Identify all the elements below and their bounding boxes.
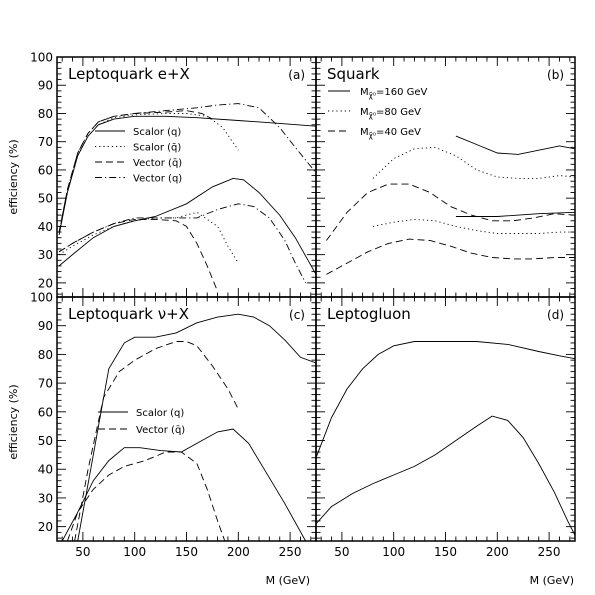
panel-title-b: Squark [327, 65, 380, 83]
x-axis-label-right: M (GeV) [530, 574, 574, 587]
series-line-b-3 [326, 183, 575, 241]
series-line-a-1 [58, 115, 316, 235]
legend-b: Mχ̃⁰=160 GeV Mχ̃⁰=80 GeV Mχ̃⁰=40 GeV [328, 87, 428, 140]
y-tick-label-c-60: 60 [38, 405, 53, 419]
plot-frame-b [315, 56, 576, 298]
y-tick-label-a-30: 30 [38, 248, 53, 262]
legend-label-a-2: Scalor (q̄) [133, 143, 181, 154]
series-line-d-2 [316, 415, 575, 536]
y-tick-label-c-30: 30 [38, 491, 53, 505]
series-line-b-2 [372, 146, 575, 179]
y-tick-label-a-50: 50 [38, 192, 53, 206]
series-line-a-8 [58, 203, 306, 284]
legend-c: Scalor (q) Vector (q̄) [98, 408, 185, 436]
panel-title-d: Leptogluon [327, 305, 411, 323]
panel-d: 50 100 150 200 250 Leptogluon (d) [315, 296, 576, 559]
panel-title-c: Leptoquark ν+X [68, 305, 189, 323]
y-tick-label-c-50: 50 [38, 434, 53, 448]
legend-a: Scalor (q) Scalor (q̄) Vector (q̄) Vector (… [95, 127, 182, 185]
y-axis-label-bottom: efficiency (%) [7, 384, 20, 459]
panel-b: Squark (b) Mχ̃⁰=160 GeV Mχ̃⁰=80 GeV Mχ̃⁰=40 … [315, 56, 576, 298]
panel-label-d: (d) [547, 308, 564, 322]
series-line-a-6 [58, 211, 239, 264]
panel-label-c: (c) [289, 308, 305, 322]
x-tick-label-c-200: 200 [227, 545, 250, 559]
x-tick-label-c-50: 50 [75, 545, 90, 559]
x-tick-label-d-250: 250 [538, 545, 561, 559]
legend-label-c-2: Vector (q̄) [136, 425, 185, 436]
series-line-a-3 [58, 110, 213, 233]
x-tick-label-c-150: 150 [175, 545, 198, 559]
panel-label-b: (b) [547, 68, 564, 82]
y-tick-label-c-20: 20 [38, 520, 53, 534]
y-tick-label-c-70: 70 [38, 377, 53, 391]
legend-label-a-4: Vector (q) [133, 174, 182, 185]
series-line-c-2 [74, 341, 239, 541]
series-line-b-5 [372, 218, 575, 234]
plot-frame-a [56, 56, 317, 298]
y-tick-label-a-70: 70 [38, 135, 53, 149]
x-tick-label-d-100: 100 [382, 545, 405, 559]
x-axis-label-left: M (GeV) [266, 574, 310, 587]
series-group-d [316, 341, 575, 536]
y-tick-label-a-80: 80 [38, 107, 53, 121]
series-line-b-4 [455, 211, 575, 217]
y-tick-label-c-40: 40 [38, 463, 53, 477]
legend-label-c-1: Scalor (q) [136, 408, 184, 419]
series-line-a-7 [58, 218, 219, 292]
panel-label-a: (a) [288, 68, 305, 82]
y-tick-label-c-90: 90 [38, 319, 53, 333]
y-tick-label-c-100: 100 [30, 291, 53, 305]
series-group-a [58, 103, 316, 292]
x-tick-label-c-100: 100 [123, 545, 146, 559]
series-group-b [326, 135, 575, 275]
legend-label-b-2: Mχ̃⁰=80 GeV [360, 107, 421, 120]
legend-label-a-1: Scalor (q) [133, 127, 181, 138]
x-tick-label-d-200: 200 [486, 545, 509, 559]
series-line-c-4 [66, 451, 226, 541]
legend-label-a-3: Vector (q̄) [133, 158, 182, 169]
y-tick-label-a-40: 40 [38, 220, 53, 234]
plot-frame-d [315, 296, 576, 542]
panels-layer: 20 30 40 50 60 70 80 90 100 Leptoquark e+X (a) Scal… [30, 51, 576, 559]
panel-a: 20 30 40 50 60 70 80 90 100 Leptoquark e+X (a) Scal… [30, 51, 317, 298]
legend-label-b-1: Mχ̃⁰=160 GeV [360, 87, 428, 100]
series-line-a-2 [58, 113, 239, 233]
y-tick-label-c-80: 80 [38, 348, 53, 362]
y-tick-label-a-20: 20 [38, 276, 53, 290]
series-line-b-1 [455, 135, 575, 155]
panel-title-a: Leptoquark e+X [68, 65, 190, 83]
y-tick-label-a-90: 90 [38, 79, 53, 93]
series-line-d-1 [316, 341, 575, 458]
series-group-c [61, 313, 316, 541]
y-tick-label-a-100: 100 [30, 51, 53, 65]
y-tick-label-a-60: 60 [38, 163, 53, 177]
series-line-b-6 [326, 238, 575, 275]
legend-label-b-3: Mχ̃⁰=40 GeV [360, 127, 421, 140]
x-tick-label-d-50: 50 [334, 545, 349, 559]
series-line-c-1 [77, 313, 316, 541]
series-line-a-4 [58, 103, 316, 233]
x-tick-label-c-250: 250 [279, 545, 302, 559]
panel-c: 20 30 40 50 60 70 80 90 100 50 100 150 200 250 Leptoqu… [30, 291, 317, 559]
series-line-c-3 [61, 428, 306, 541]
plot-frame-c [56, 296, 317, 542]
x-tick-label-d-150: 150 [434, 545, 457, 559]
y-axis-label-top: efficiency (%) [7, 139, 20, 214]
series-line-a-5 [58, 177, 316, 275]
